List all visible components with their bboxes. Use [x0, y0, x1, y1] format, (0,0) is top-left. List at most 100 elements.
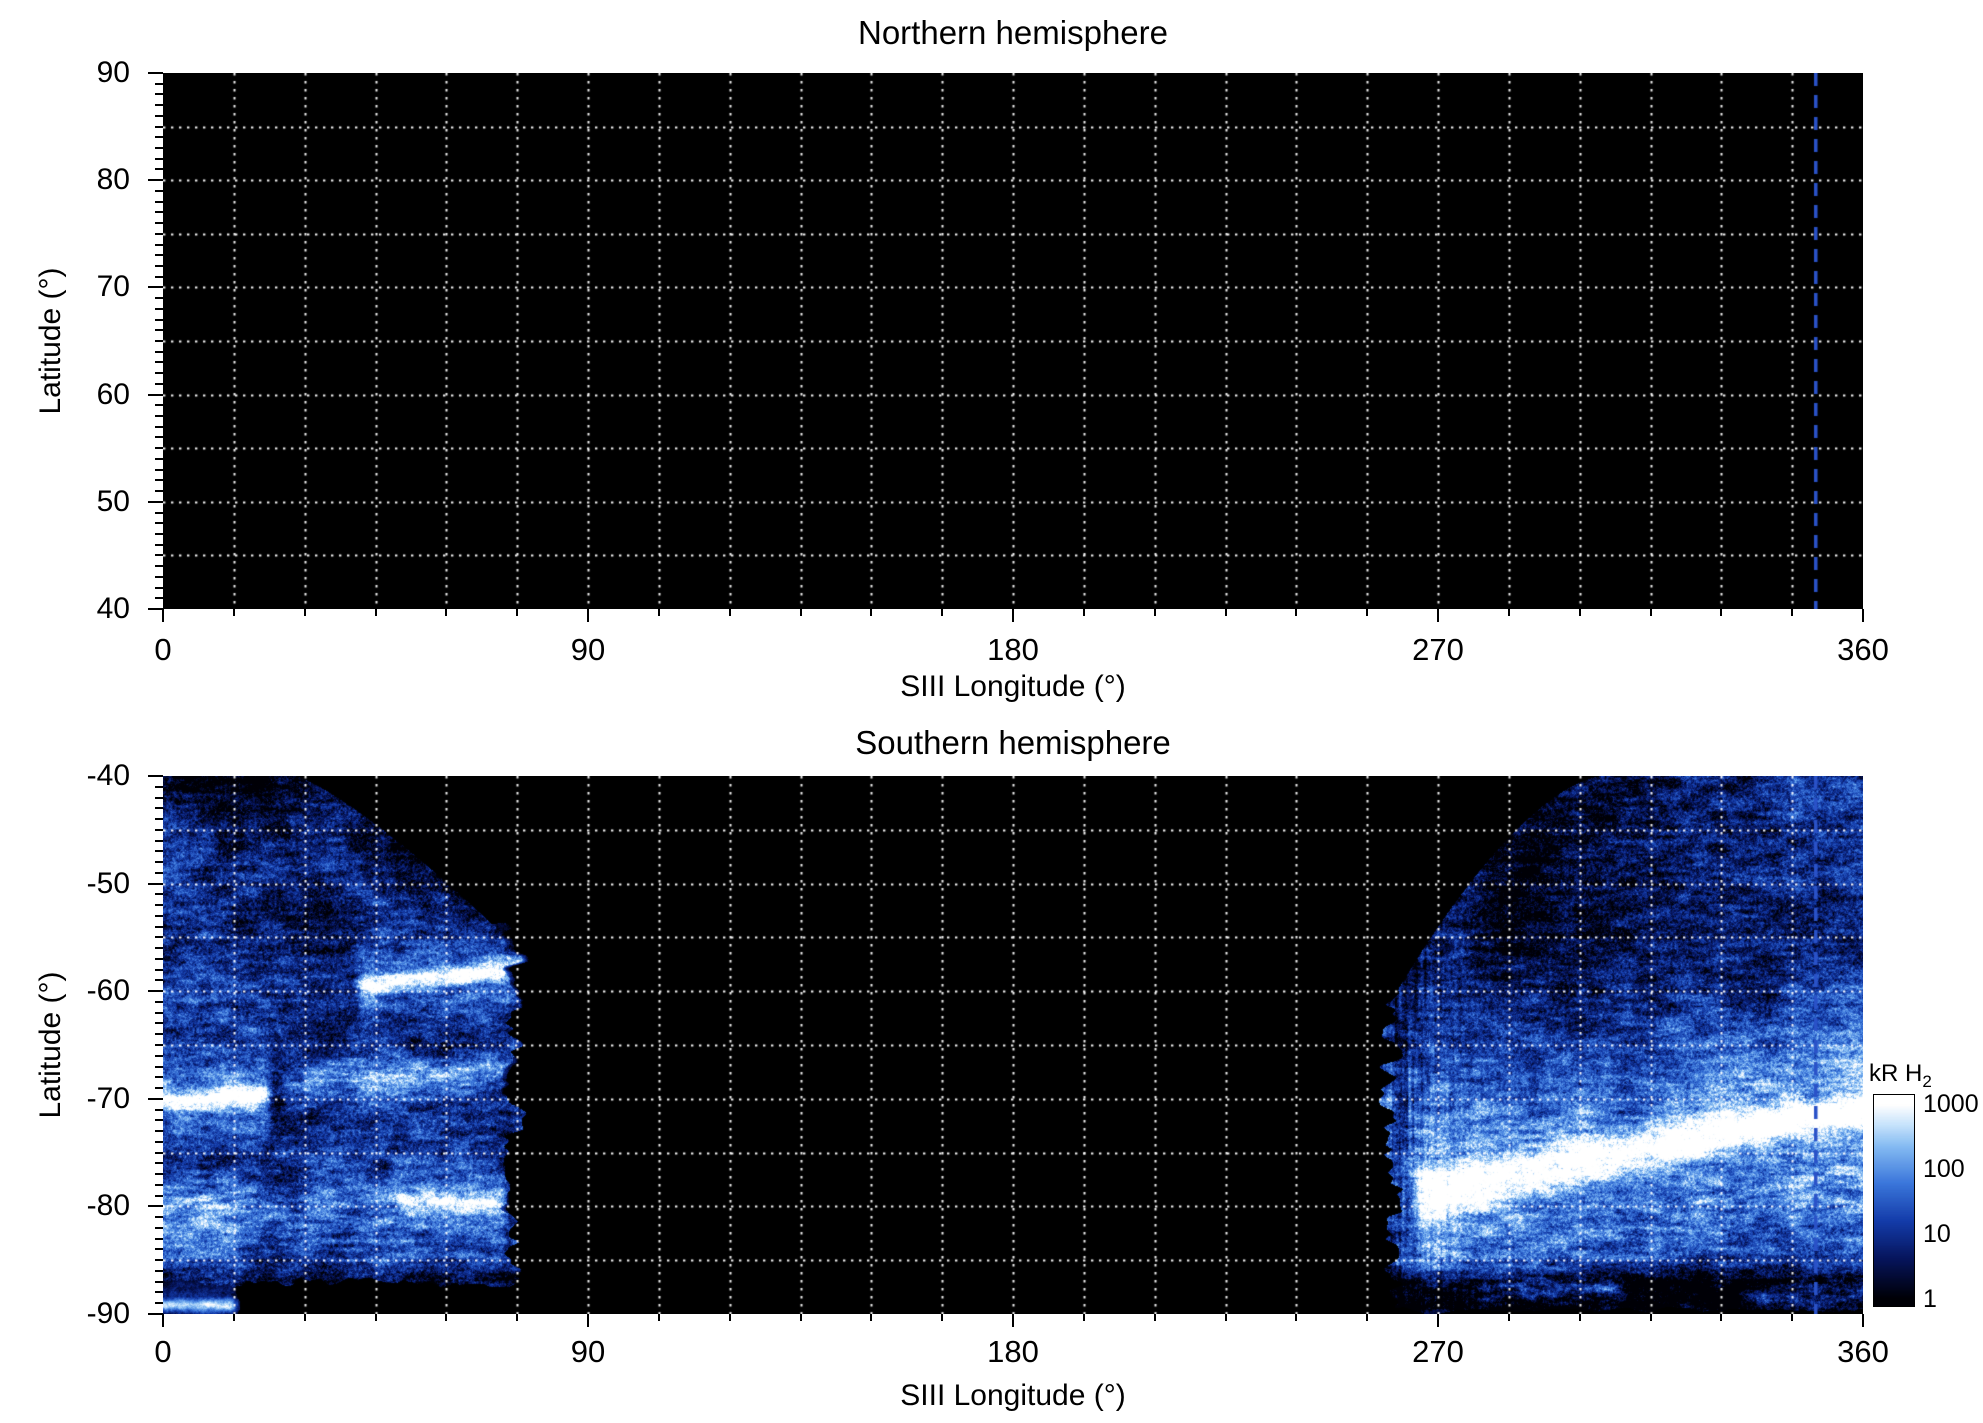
x-axis-tick — [1082, 1314, 1085, 1321]
south-plot-area — [163, 776, 1863, 1314]
y-axis-tick — [155, 532, 163, 535]
y-axis-tick — [155, 1076, 163, 1079]
y-axis-tick — [155, 1000, 163, 1003]
x-axis-tick — [1437, 1314, 1439, 1327]
x-axis-tick — [374, 609, 377, 616]
y-axis-tick — [155, 1087, 163, 1090]
y-axis-tick — [155, 329, 163, 332]
x-axis-tick — [1012, 609, 1014, 622]
y-axis-tick — [155, 275, 163, 278]
y-axis-tick — [155, 157, 163, 160]
y-axis-tick — [155, 468, 163, 471]
x-tick-label: 0 — [154, 1334, 172, 1369]
y-axis-tick — [155, 1194, 163, 1197]
y-axis-tick — [155, 575, 163, 578]
y-axis-tick — [155, 350, 163, 353]
x-tick-label: 180 — [987, 1334, 1039, 1369]
y-axis-tick — [155, 1302, 163, 1305]
x-axis-tick — [1578, 609, 1581, 616]
south-heatmap-canvas — [163, 776, 1863, 1314]
x-axis-tick — [162, 609, 164, 622]
x-axis-tick — [1153, 1314, 1156, 1321]
y-axis-tick — [155, 1237, 163, 1240]
y-axis-tick — [155, 565, 163, 568]
x-axis-tick — [1649, 1314, 1652, 1321]
y-axis-tick — [155, 243, 163, 246]
x-axis-tick — [1862, 609, 1864, 622]
x-axis-tick — [799, 609, 802, 616]
y-axis-tick — [155, 554, 163, 557]
x-axis-tick — [445, 609, 448, 616]
y-axis-tick — [155, 457, 163, 460]
x-axis-tick — [1507, 1314, 1510, 1321]
y-axis-tick — [155, 1183, 163, 1186]
y-axis-tick — [155, 425, 163, 428]
x-axis-tick — [1862, 1314, 1864, 1327]
y-axis-tick — [155, 232, 163, 235]
x-axis-tick — [1791, 1314, 1794, 1321]
x-tick-label: 270 — [1412, 632, 1464, 667]
y-axis-tick — [148, 179, 163, 182]
y-axis-tick — [155, 264, 163, 267]
y-axis-tick — [155, 1011, 163, 1014]
y-tick-label: 60 — [96, 377, 130, 411]
y-axis-tick — [155, 1248, 163, 1251]
colorbar-tick-label: 100 — [1923, 1154, 1965, 1183]
y-axis-tick — [155, 871, 163, 874]
y-axis-tick — [148, 1097, 163, 1100]
y-axis-tick — [155, 543, 163, 546]
y-axis-tick — [155, 1065, 163, 1068]
x-axis-tick — [1791, 609, 1794, 616]
colorbar-title-sub: 2 — [1922, 1071, 1932, 1091]
north-plot-area — [163, 73, 1863, 609]
y-axis-tick — [155, 818, 163, 821]
y-axis-tick — [155, 200, 163, 203]
y-axis-tick — [148, 608, 163, 610]
y-axis-tick — [155, 522, 163, 525]
y-axis-tick — [155, 404, 163, 407]
y-axis-tick — [155, 861, 163, 864]
y-tick-label: 40 — [96, 592, 130, 625]
y-axis-tick — [155, 307, 163, 310]
y-tick-label: 80 — [96, 163, 130, 197]
y-axis-tick — [155, 93, 163, 96]
north-panel-title: Northern hemisphere — [858, 14, 1168, 51]
x-tick-label: 90 — [570, 1334, 606, 1369]
x-axis-tick — [587, 609, 589, 622]
y-axis-tick — [155, 361, 163, 364]
y-axis-tick — [155, 415, 163, 418]
y-axis-tick — [155, 136, 163, 139]
y-axis-tick — [155, 211, 163, 214]
y-tick-label: -90 — [86, 1297, 130, 1330]
x-tick-label: 180 — [987, 632, 1039, 667]
x-axis-tick — [657, 1314, 660, 1321]
colorbar-tick-label: 10 — [1923, 1220, 1951, 1249]
y-axis-tick — [155, 597, 163, 600]
x-tick-label: 90 — [570, 632, 606, 667]
y-axis-tick — [155, 1291, 163, 1294]
north-heatmap-canvas — [163, 73, 1863, 609]
x-axis-tick — [870, 609, 873, 616]
x-axis-tick — [657, 609, 660, 616]
colorbar-tick-label: 1 — [1923, 1285, 1937, 1314]
y-axis-tick — [148, 72, 163, 74]
y-axis-tick — [155, 968, 163, 971]
y-axis-tick — [148, 500, 163, 503]
x-axis-tick — [1437, 609, 1439, 622]
x-tick-label: 0 — [154, 632, 172, 667]
y-axis-tick — [155, 1280, 163, 1283]
y-axis-tick — [155, 1162, 163, 1165]
x-axis-tick — [728, 609, 731, 616]
x-axis-tick — [799, 1314, 802, 1321]
colorbar-gradient-canvas — [1874, 1095, 1914, 1306]
x-axis-tick — [445, 1314, 448, 1321]
x-axis-tick — [1224, 1314, 1227, 1321]
x-axis-tick — [516, 609, 519, 616]
x-axis-tick — [303, 1314, 306, 1321]
y-axis-tick — [155, 914, 163, 917]
x-axis-tick — [1649, 609, 1652, 616]
x-axis-tick — [232, 1314, 235, 1321]
y-tick-label: -80 — [86, 1189, 130, 1223]
y-axis-tick — [155, 222, 163, 225]
y-axis-tick — [155, 1044, 163, 1046]
